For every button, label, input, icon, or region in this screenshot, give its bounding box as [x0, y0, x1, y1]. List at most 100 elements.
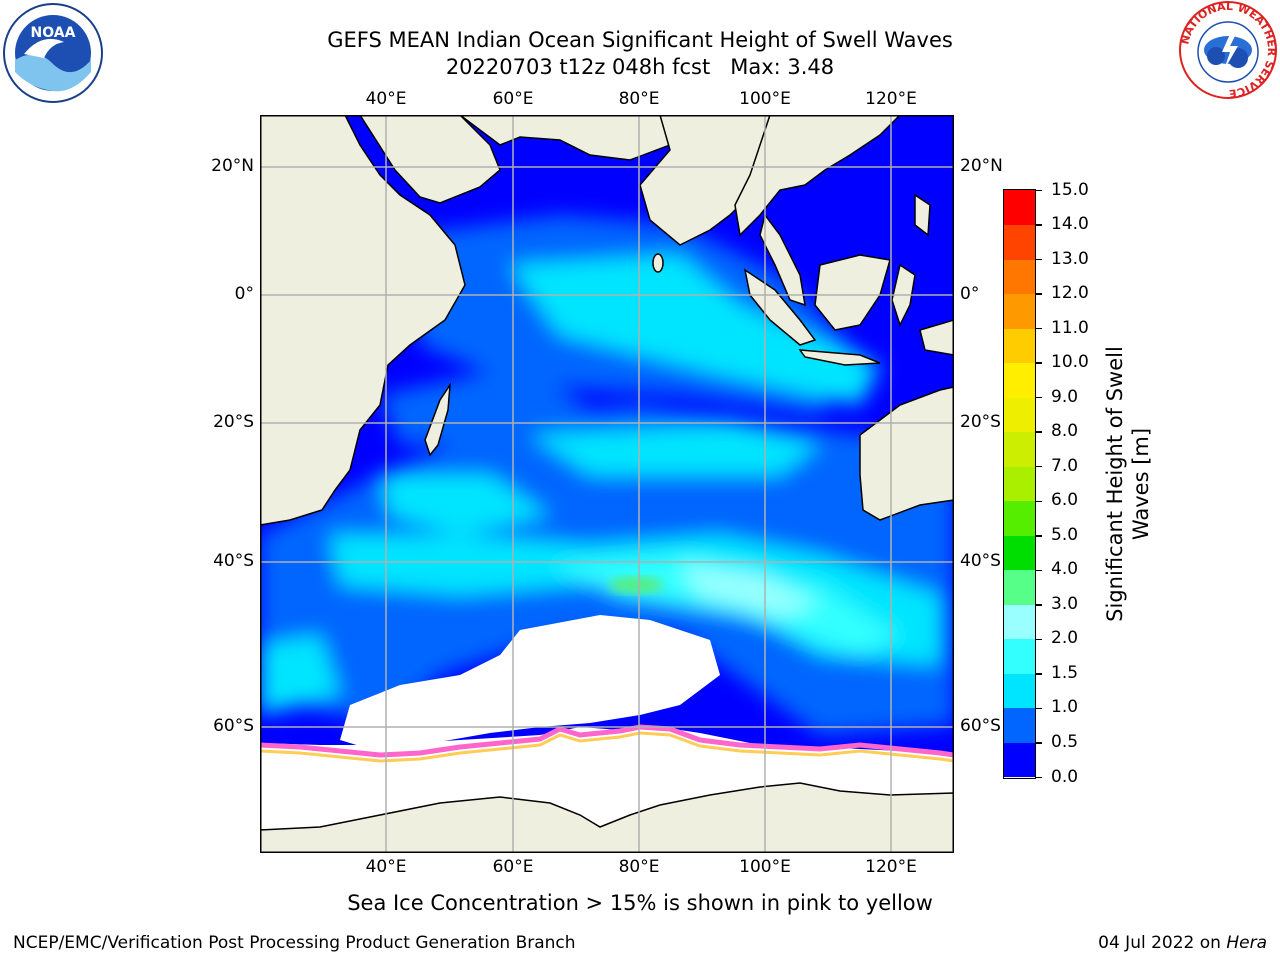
lat-tick-right: 20°S [960, 412, 1001, 432]
colorbar-tick-mark [1036, 431, 1042, 433]
lon-tick-top: 80°E [618, 89, 660, 109]
lon-tick-top: 60°E [492, 89, 534, 109]
colorbar-tick-label: 0.0 [1051, 766, 1079, 787]
colorbar-segment [1004, 224, 1035, 260]
lon-tick-top: 120°E [865, 89, 917, 109]
java [798, 349, 881, 366]
colorbar-segment [1004, 535, 1035, 571]
lon-tick-top: 40°E [365, 89, 407, 109]
colorbar-segment [1004, 500, 1035, 536]
colorbar-tick-mark [1036, 189, 1042, 192]
nws-logo: NATIONAL WEATHER SERVICE [1178, 0, 1278, 100]
colorbar-segment [1004, 707, 1035, 743]
colorbar-tick-label: 0.5 [1051, 731, 1079, 752]
max-swell-patch [609, 576, 663, 594]
colorbar-tick-mark [1036, 707, 1042, 710]
run-date-text: 04 Jul 2022 on [1098, 933, 1227, 953]
wave-height-map [260, 115, 954, 853]
colorbar-tick-mark [1036, 776, 1042, 779]
colorbar-tick-mark [1036, 465, 1042, 468]
colorbar-tick-label: 1.0 [1051, 697, 1079, 718]
colorbar-segment [1004, 190, 1035, 226]
colorbar-tick-mark [1036, 224, 1042, 226]
colorbar-segment [1004, 604, 1035, 640]
colorbar-segment [1004, 293, 1035, 329]
ice-note: Sea Ice Concentration > 15% is shown in … [347, 891, 933, 915]
colorbar-tick-label: 4.0 [1051, 559, 1079, 580]
lat-tick-right: 60°S [960, 716, 1001, 736]
lon-tick-bottom: 40°E [365, 857, 407, 877]
colorbar-tick-label: 8.0 [1051, 421, 1079, 442]
lon-tick-bottom: 120°E [865, 857, 917, 877]
colorbar-tick-mark [1036, 327, 1042, 330]
colorbar-segment [1004, 673, 1035, 709]
colorbar-tick-label: 13.0 [1051, 248, 1089, 269]
colorbar-tick-mark [1036, 362, 1042, 364]
lon-tick-top: 100°E [739, 89, 791, 109]
arabia [359, 115, 501, 204]
colorbar-segment [1004, 397, 1035, 433]
chart-title: GEFS MEAN Indian Ocean Significant Heigh… [327, 28, 953, 52]
malay-peninsula [759, 213, 806, 307]
svg-text:NOAA: NOAA [31, 25, 76, 41]
colorbar-tick-mark [1036, 673, 1042, 675]
colorbar-segment [1004, 466, 1035, 502]
lat-tick-left: 0° [234, 284, 254, 304]
lat-tick-left: 60°S [213, 716, 254, 736]
graticule [260, 115, 954, 853]
colorbar-segment [1004, 569, 1035, 605]
lat-tick-left: 20°N [211, 156, 254, 176]
colorbar-tick-mark [1036, 638, 1042, 641]
credit-text: NCEP/EMC/Verification Post Processing Pr… [13, 933, 576, 953]
run-host: Hera [1226, 933, 1267, 953]
colorbar-tick-label: 10.0 [1051, 352, 1089, 373]
lon-tick-bottom: 80°E [618, 857, 660, 877]
australia [859, 386, 954, 521]
ice-edge-yellow [260, 731, 954, 763]
colorbar-tick-label: 1.5 [1051, 662, 1079, 683]
lat-tick-right: 0° [960, 284, 980, 304]
colorbar-tick-mark [1036, 535, 1042, 537]
lat-tick-left: 40°S [213, 551, 254, 571]
colorbar-tick-label: 15.0 [1051, 179, 1089, 200]
lon-tick-bottom: 100°E [739, 857, 791, 877]
colorbar-tick-label: 6.0 [1051, 490, 1079, 511]
colorbar-segment [1004, 742, 1035, 778]
colorbar-segment [1004, 362, 1035, 398]
map-frame [260, 115, 954, 853]
philippines [914, 193, 931, 237]
sea-ice-region-outer [340, 615, 720, 755]
colorbar-label: Significant Height of Swell Waves [m] [1103, 346, 1153, 622]
sri-lanka [652, 253, 664, 273]
colorbar-tick-mark [1036, 742, 1042, 744]
colorbar-tick-label: 14.0 [1051, 214, 1089, 235]
colorbar-tick-mark [1036, 500, 1042, 502]
colorbar-tick-mark [1036, 293, 1042, 295]
colorbar-tick-mark [1036, 396, 1042, 399]
chart-subtitle: 20220703 t12z 048h fcst Max: 3.48 [445, 55, 835, 79]
lat-tick-right: 20°N [960, 156, 1003, 176]
colorbar [1003, 189, 1036, 779]
new-guinea [919, 319, 954, 356]
borneo [814, 254, 891, 331]
colorbar-tick-label: 2.0 [1051, 628, 1079, 649]
colorbar-tick-label: 5.0 [1051, 524, 1079, 545]
colorbar-tick-label: 12.0 [1051, 283, 1089, 304]
colorbar-segment [1004, 328, 1035, 364]
lat-tick-right: 40°S [960, 551, 1001, 571]
colorbar-tick-label: 9.0 [1051, 386, 1079, 407]
colorbar-segment [1004, 638, 1035, 674]
colorbar-ticks: 0.0 0.5 1.0 1.5 2.0 3.0 4.0 5.0 6.0 7.0 8.0 9.0 10.0… [1036, 180, 1096, 787]
madagascar [424, 382, 451, 457]
lat-tick-left: 20°S [213, 412, 254, 432]
antarctica [260, 782, 954, 853]
ice-edge-pink [260, 724, 954, 758]
lon-tick-bottom: 60°E [492, 857, 534, 877]
colorbar-tick-mark [1036, 569, 1042, 572]
colorbar-tick-mark [1036, 258, 1042, 261]
run-date: 04 Jul 2022 on Hera [1098, 933, 1267, 953]
colorbar-tick-label: 7.0 [1051, 455, 1079, 476]
colorbar-tick-label: 3.0 [1051, 593, 1079, 614]
colorbar-tick-label: 11.0 [1051, 317, 1089, 338]
colorbar-tick-mark [1036, 604, 1042, 606]
